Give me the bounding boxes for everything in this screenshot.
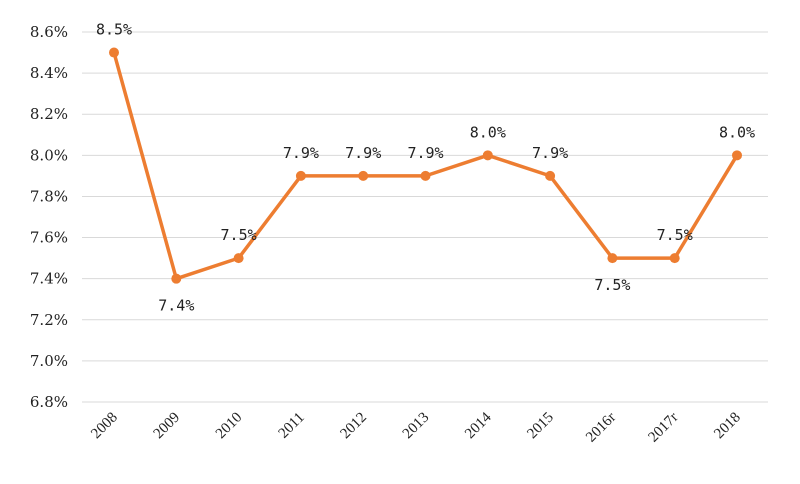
data-point bbox=[171, 273, 182, 284]
series-line bbox=[112, 50, 739, 281]
y-tick-label: 8.0% bbox=[30, 146, 68, 164]
x-tick-label: 2008 bbox=[88, 410, 121, 443]
data-point bbox=[607, 253, 618, 264]
data-label: 7.9% bbox=[407, 144, 443, 162]
x-tick-label: 2018 bbox=[711, 410, 744, 443]
data-label: 7.9% bbox=[532, 144, 568, 162]
data-label: 8.0% bbox=[470, 123, 506, 141]
data-label: 7.9% bbox=[345, 144, 381, 162]
x-tick-label: 2011 bbox=[276, 410, 308, 442]
x-tick-label: 2012 bbox=[338, 410, 371, 443]
data-point bbox=[482, 150, 493, 161]
x-tick-label: 2010 bbox=[213, 410, 246, 443]
data-label: 8.5% bbox=[96, 21, 132, 39]
series-line-path bbox=[112, 50, 739, 281]
data-point bbox=[233, 253, 244, 264]
x-tick-label: 2014 bbox=[462, 409, 495, 442]
x-tick-label: 2013 bbox=[400, 410, 433, 443]
y-tick-label: 7.2% bbox=[30, 311, 68, 329]
data-point bbox=[732, 150, 742, 161]
x-tick-label: 2015 bbox=[524, 410, 557, 443]
gridlines bbox=[82, 31, 768, 403]
y-tick-label: 6.8% bbox=[30, 393, 68, 411]
data-label: 7.4% bbox=[158, 297, 194, 315]
y-tick-label: 7.4% bbox=[30, 270, 68, 288]
y-tick-label: 7.8% bbox=[30, 187, 68, 205]
x-tick-label: 2016r bbox=[583, 410, 619, 446]
data-point bbox=[420, 170, 431, 181]
x-tick-label: 2017r bbox=[645, 410, 681, 446]
y-tick-label: 8.2% bbox=[30, 105, 68, 123]
y-tick-label: 8.6% bbox=[30, 23, 68, 41]
data-label: 7.5% bbox=[657, 226, 693, 244]
data-label: 7.5% bbox=[221, 226, 257, 244]
y-axis-ticks: 6.8% 7.0% 7.2% 7.4% 7.6% 7.8% 8.0% 8.2% 8.4% 8.6% bbox=[30, 23, 68, 411]
data-labels: 8.5% 7.4% 7.5% 7.9% 7.9% 7.9% 8.0% 7.9% 7.5% 7.5%… bbox=[96, 21, 755, 315]
data-point bbox=[669, 253, 680, 264]
data-label: 7.9% bbox=[283, 144, 319, 162]
data-label: 7.5% bbox=[594, 276, 630, 294]
data-points bbox=[109, 47, 742, 284]
x-tick-label: 2009 bbox=[151, 410, 184, 443]
data-point bbox=[295, 170, 306, 181]
x-axis-ticks: 2008 2009 2010 2011 2012 2013 2014 2015 2016r 201… bbox=[88, 409, 744, 445]
data-point bbox=[358, 170, 369, 181]
data-label: 8.0% bbox=[719, 123, 755, 141]
y-tick-label: 7.6% bbox=[30, 229, 68, 247]
data-point bbox=[109, 47, 119, 58]
y-tick-label: 7.0% bbox=[30, 352, 68, 370]
y-tick-label: 8.4% bbox=[30, 64, 68, 82]
data-point bbox=[545, 170, 556, 181]
